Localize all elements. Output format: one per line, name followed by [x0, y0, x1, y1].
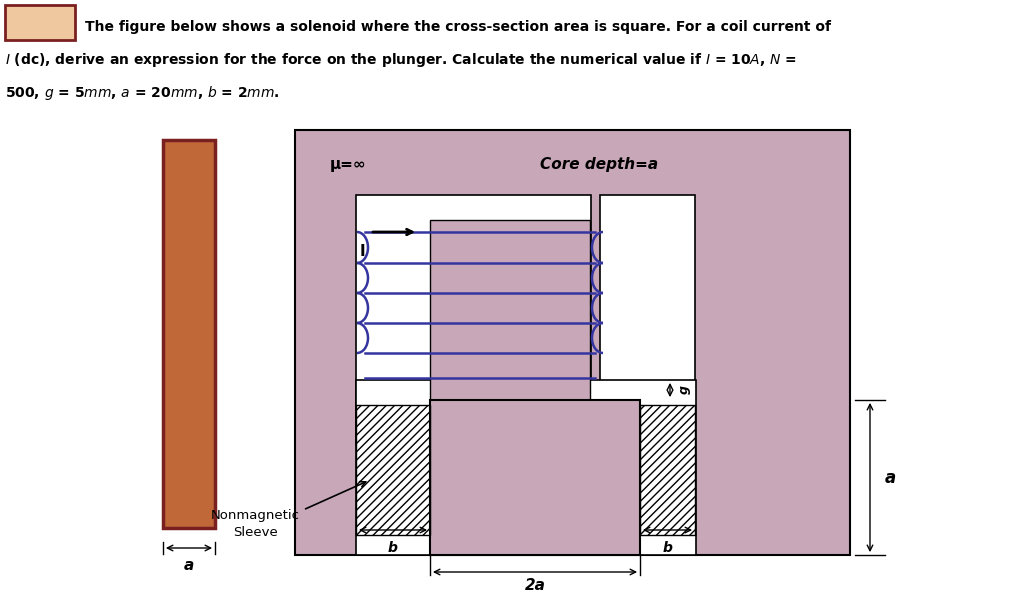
Text: b: b	[663, 541, 673, 555]
Bar	[430, 220, 590, 435]
Text: Plunger: Plunger	[503, 465, 567, 479]
Bar	[430, 400, 640, 555]
Bar	[356, 405, 430, 535]
Text: g: g	[678, 386, 691, 394]
Text: 500, $\it{g}$ = 5$\it{mm}$, $\it{a}$ = 20$\it{mm}$, $\it{b}$ = 2$\it{mm}$.: 500, $\it{g}$ = 5$\it{mm}$, $\it{a}$ = 2…	[5, 84, 280, 102]
Bar	[5, 5, 75, 40]
Text: μ=∞: μ=∞	[330, 157, 367, 172]
Text: Nonmagnetic: Nonmagnetic	[211, 508, 299, 522]
Text: Core depth=a: Core depth=a	[540, 157, 658, 172]
Bar	[356, 380, 696, 555]
Text: b: b	[388, 541, 398, 555]
Text: The figure below shows a solenoid where the cross-section area is square. For a : The figure below shows a solenoid where …	[85, 20, 831, 34]
Text: a: a	[885, 469, 896, 487]
Text: Sleeve: Sleeve	[232, 526, 278, 539]
Bar	[600, 195, 695, 445]
Bar	[356, 195, 591, 445]
Text: $\it{I}$ (dc), derive an expression for the force on the plunger. Calculate the : $\it{I}$ (dc), derive an expression for …	[5, 51, 797, 69]
Text: a: a	[184, 558, 195, 573]
Bar	[640, 405, 695, 535]
Text: Air gap: Air gap	[445, 383, 495, 397]
Bar	[295, 130, 850, 555]
Text: 2a: 2a	[524, 577, 546, 592]
Text: I: I	[359, 245, 365, 260]
Text: μ=∞: μ=∞	[517, 441, 553, 456]
Bar	[163, 140, 215, 528]
